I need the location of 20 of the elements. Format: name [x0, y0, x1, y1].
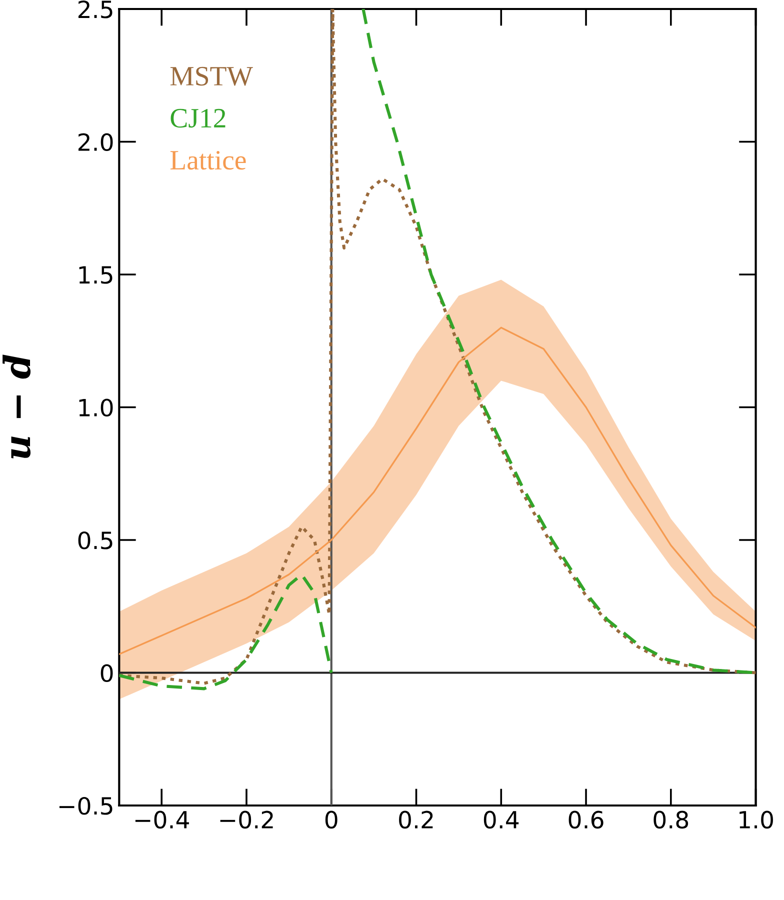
- y-tick-label: −0.5: [59, 796, 112, 815]
- x-tick-label: −0.4: [135, 810, 189, 829]
- line-series: [119, 326, 756, 655]
- x-tick-label: 0.2: [399, 810, 433, 829]
- y-tick-label: 2.5: [78, 0, 112, 18]
- x-tick-label: 1.0: [740, 810, 773, 829]
- y-tick-label: 1.0: [79, 398, 113, 417]
- text: CJ12: [170, 108, 226, 128]
- y-tick-label: 1.5: [79, 266, 112, 284]
- x-tick-label: 0: [325, 810, 338, 829]
- x-tick-label: 0.4: [484, 810, 519, 829]
- y-axis-title: u − d: [2, 354, 31, 458]
- x-tick-label: −0.2: [220, 810, 273, 829]
- text: MSTW: [170, 66, 253, 86]
- x-tick-label: 0.6: [568, 810, 604, 829]
- y-tick-label: 0: [100, 664, 113, 682]
- y-tick-label: 2.0: [78, 133, 113, 152]
- text: Lattice: [170, 150, 246, 170]
- y-tick-label: 0.5: [78, 531, 112, 550]
- x-tick-label: 0.8: [654, 810, 688, 829]
